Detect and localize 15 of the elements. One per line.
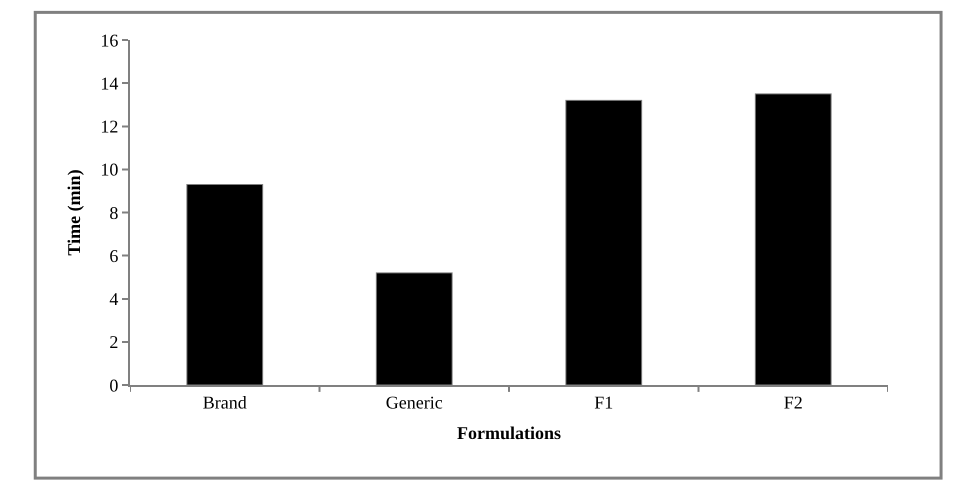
y-tick-label: 14 [100,73,118,94]
y-tick-label: 10 [100,160,118,180]
y-tick-label: 8 [109,202,118,223]
x-tick-label: Generic [386,392,443,413]
y-tick-label: 2 [109,332,118,352]
y-axis-title: Time (min) [64,169,84,256]
y-tick-label: 6 [109,246,118,266]
x-tick-label: F2 [784,392,803,413]
y-tick-label: 12 [100,116,118,137]
y-tick-label: 4 [109,289,118,310]
x-axis-title: Formulations [456,423,562,444]
y-tick-label: 16 [100,30,118,50]
y-tick-label: 0 [109,375,118,396]
x-tick-label: Brand [202,392,247,413]
x-tick-label: F1 [594,392,614,413]
